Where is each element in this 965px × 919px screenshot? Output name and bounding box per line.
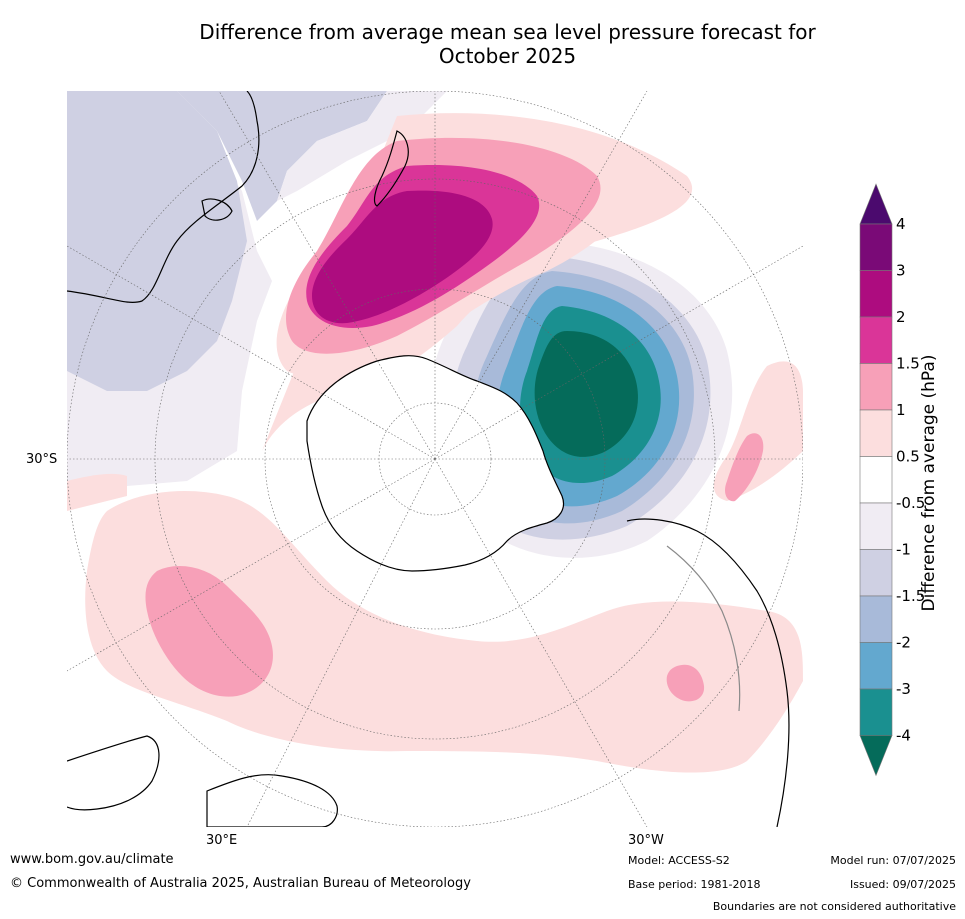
footer-copyright: © Commonwealth of Australia 2025, Austra… xyxy=(10,876,471,891)
africa-coastline xyxy=(67,735,160,811)
longitude-label-30w: 30°W xyxy=(628,833,664,848)
colorbar-extend-bottom xyxy=(859,735,893,777)
footer-base-period: Base period: 1981-2018 xyxy=(628,878,761,891)
colorbar-segment xyxy=(859,456,893,504)
anomaly-neg-4 xyxy=(534,331,638,457)
colorbar-tick-label: 3 xyxy=(896,262,906,280)
anomaly-pos-south-inner xyxy=(145,566,273,697)
colorbar-segment xyxy=(859,409,893,457)
footer-model-run: Model run: 07/07/2025 xyxy=(830,854,956,867)
anomaly-pos-south-east xyxy=(666,664,705,702)
colorbar-tick-label: -3 xyxy=(896,680,911,698)
anomaly-neg-mod-north xyxy=(177,91,387,221)
colorbar-segment xyxy=(859,316,893,364)
colorbar-tick-label: -1 xyxy=(896,541,911,559)
south-america-coastline xyxy=(626,518,790,827)
colorbar-segment xyxy=(859,223,893,271)
colorbar-segment xyxy=(859,549,893,597)
anomaly-neg-mod-west xyxy=(67,91,247,391)
colorbar-tick-label: 1 xyxy=(896,401,906,419)
title-line-1: Difference from average mean sea level p… xyxy=(199,20,816,44)
footer-model: Model: ACCESS-S2 xyxy=(628,854,730,867)
colorbar-segment xyxy=(859,270,893,318)
footer-disclaimer: Boundaries are not considered authoritat… xyxy=(712,900,956,913)
colorbar-tick-label: -0.5 xyxy=(896,494,925,512)
polar-map xyxy=(67,91,803,827)
colorbar-extend-top xyxy=(859,183,893,225)
colorbar-tick-label: 4 xyxy=(896,215,906,233)
graticule xyxy=(67,91,803,827)
south-america-border xyxy=(666,545,741,712)
anomaly-pos-east-inner xyxy=(724,433,764,502)
colorbar-tick-label: -1.5 xyxy=(896,587,925,605)
colorbar-segment xyxy=(859,642,893,690)
anomaly-pos-west-left xyxy=(67,473,127,511)
colorbar-segment xyxy=(859,595,893,643)
antarctica-outline xyxy=(306,355,565,572)
map-title: Difference from average mean sea level p… xyxy=(150,20,865,68)
madagascar-coastline xyxy=(206,774,338,827)
footer-url[interactable]: www.bom.gov.au/climate xyxy=(10,852,174,867)
colorbar-segment xyxy=(859,363,893,411)
colorbar: 4 3 2 1.5 1 0.5 -0.5 -1 -1.5 -2 -3 -4 xyxy=(855,180,965,790)
australia-coastline xyxy=(67,91,260,303)
anomaly-pos-south-band xyxy=(85,491,803,773)
colorbar-tick-label: 1.5 xyxy=(896,355,920,373)
colorbar-tick-label: -4 xyxy=(896,727,911,745)
title-line-2: October 2025 xyxy=(438,44,577,68)
colorbar-segment xyxy=(859,502,893,550)
colorbar-segment xyxy=(859,688,893,736)
tasmania-coastline xyxy=(201,198,233,221)
anomaly-pos-2 xyxy=(312,190,493,324)
longitude-label-30e: 30°E xyxy=(206,833,238,848)
colorbar-tick-label: 0.5 xyxy=(896,448,920,466)
colorbar-tick-label: -2 xyxy=(896,634,911,652)
latitude-label-30s: 30°S xyxy=(26,452,58,467)
colorbar-tick-label: 2 xyxy=(896,308,906,326)
footer-issued: Issued: 09/07/2025 xyxy=(849,878,956,891)
new-zealand-coastline xyxy=(373,130,409,207)
colorbar-label: Difference from average (hPa) xyxy=(919,354,939,612)
